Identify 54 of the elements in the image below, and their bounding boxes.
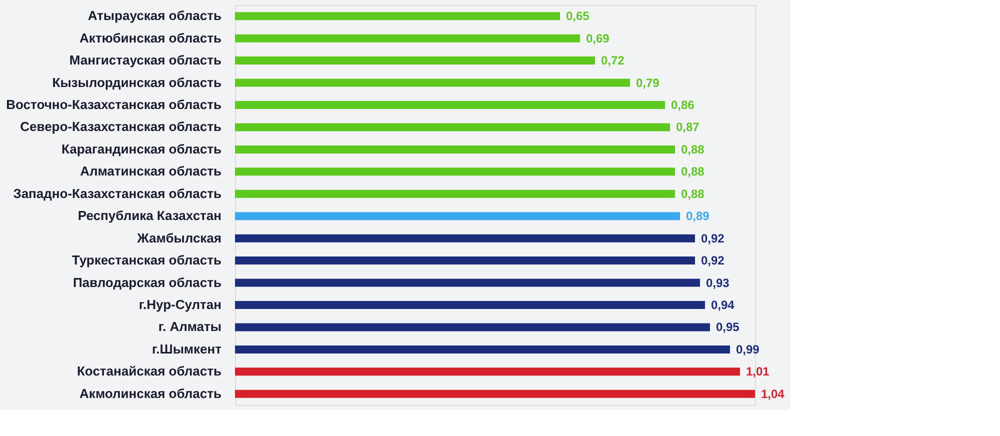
- y-tick-label: Жамбылская: [136, 230, 222, 246]
- bar: [235, 368, 740, 376]
- data-label: 0,88: [681, 186, 705, 201]
- y-tick-label: Костанайская область: [77, 364, 222, 379]
- bar: [235, 234, 695, 242]
- data-label: 0,87: [676, 120, 700, 134]
- data-label: 0,94: [711, 298, 735, 312]
- bar: [235, 278, 700, 287]
- data-label: 0,99: [736, 342, 760, 356]
- bar: [235, 323, 710, 332]
- data-label: 0,88: [681, 142, 705, 156]
- y-tick-label: Северо-Казахстанская область: [20, 119, 222, 134]
- bar: [235, 168, 675, 176]
- y-tick-label: Акмолинская область: [80, 386, 222, 401]
- y-tick-label: Туркестанская область: [72, 252, 222, 268]
- y-tick-label: г.Шымкент: [152, 341, 222, 356]
- data-label: 0,92: [701, 231, 725, 246]
- bar: [235, 212, 680, 220]
- bar: [235, 256, 695, 265]
- data-label: 0,86: [671, 98, 695, 112]
- y-tick-label: Атырауская область: [88, 8, 222, 24]
- y-tick-label: г. Алматы: [158, 319, 222, 334]
- bar: [235, 56, 595, 65]
- data-label: 0,93: [706, 276, 730, 290]
- data-label: 1,04: [761, 386, 785, 401]
- y-tick-label: Мангистауская область: [69, 52, 222, 68]
- bar: [235, 390, 755, 398]
- y-tick-label: Республика Казахстан: [78, 208, 222, 224]
- bar: [235, 190, 675, 198]
- data-label: 0,65: [566, 9, 590, 24]
- data-label: 0,69: [586, 31, 610, 46]
- bar: [235, 101, 665, 109]
- y-tick-label: Восточно-Казахстанская область: [6, 97, 222, 112]
- y-tick-label: Западно-Казахстанская область: [13, 186, 222, 201]
- data-label: 0,89: [686, 209, 710, 224]
- y-tick-label: Кызылординская область: [52, 74, 222, 90]
- y-tick-label: Актюбинская область: [80, 30, 222, 46]
- bar: [235, 78, 630, 87]
- bar: [235, 145, 675, 154]
- data-label: 0,92: [701, 254, 725, 268]
- data-label: 0,95: [716, 320, 740, 334]
- data-label: 1,01: [746, 364, 770, 379]
- bar: [235, 345, 730, 354]
- y-tick-label: Алматинская область: [80, 164, 222, 179]
- y-tick-label: г.Нур-Султан: [138, 297, 222, 312]
- data-label: 0,79: [636, 76, 660, 90]
- bar: [235, 34, 580, 42]
- y-tick-label: Карагандинская область: [62, 141, 222, 156]
- data-label: 0,72: [601, 54, 625, 68]
- bar: [235, 301, 705, 309]
- y-tick-label: Павлодарская область: [72, 274, 222, 290]
- bar: [235, 12, 560, 20]
- data-label: 0,88: [681, 164, 705, 179]
- bar: [235, 123, 670, 132]
